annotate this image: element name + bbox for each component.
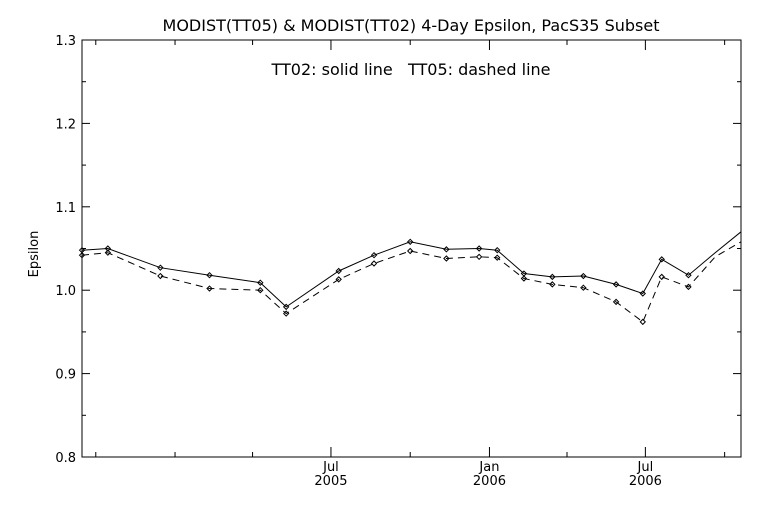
data-point-tt05 bbox=[520, 275, 528, 282]
data-point-tt02 bbox=[335, 267, 342, 275]
data-point-tt05 bbox=[78, 251, 86, 259]
data-point-tt02 bbox=[206, 271, 213, 279]
data-point-tt05 bbox=[580, 284, 587, 291]
data-point-tt02 bbox=[520, 270, 528, 277]
plot-frame bbox=[81, 39, 742, 458]
data-point-tt02 bbox=[549, 273, 556, 281]
data-point-tt05 bbox=[257, 286, 264, 294]
data-point-tt05 bbox=[612, 298, 620, 306]
series-line-tt05 bbox=[82, 241, 741, 323]
x-tick-label-month: Jul bbox=[322, 460, 339, 475]
data-point-tt02 bbox=[685, 271, 692, 279]
data-point-tt05 bbox=[549, 281, 556, 288]
y-tick-label: 1.0 bbox=[55, 284, 76, 299]
data-point-tt05 bbox=[639, 318, 647, 326]
data-point-tt05 bbox=[335, 276, 342, 283]
data-point-tt02 bbox=[78, 246, 86, 254]
data-point-tt02 bbox=[494, 246, 501, 254]
data-point-tt02 bbox=[370, 251, 378, 259]
data-point-tt02 bbox=[104, 245, 112, 252]
data-point-tt02 bbox=[157, 264, 164, 271]
chart-title: MODIST(TT05) & MODIST(TT02) 4-Day Epsilo… bbox=[163, 16, 660, 35]
x-tick-label-year: 2006 bbox=[473, 474, 506, 489]
data-point-tt02 bbox=[443, 246, 450, 253]
data-point-tt05 bbox=[658, 273, 665, 281]
chart-annotation: TT02: solid line TT05: dashed line bbox=[271, 60, 551, 79]
data-point-tt02 bbox=[580, 272, 587, 280]
x-tick-label-year: 2005 bbox=[314, 474, 347, 489]
data-point-tt02 bbox=[658, 256, 665, 263]
series-line-tt02 bbox=[82, 231, 741, 308]
data-point-tt05 bbox=[370, 260, 378, 267]
x-tick-label-year: 2006 bbox=[629, 474, 662, 489]
data-point-tt05 bbox=[685, 283, 692, 291]
data-point-tt05 bbox=[206, 285, 213, 292]
data-point-tt05 bbox=[104, 249, 112, 256]
x-tick-label-month: Jul bbox=[637, 460, 654, 475]
data-point-tt02 bbox=[257, 279, 264, 286]
data-point-tt05 bbox=[282, 310, 290, 317]
y-tick-label: 0.9 bbox=[55, 368, 76, 383]
data-point-tt05 bbox=[407, 247, 414, 255]
y-tick-label: 1.3 bbox=[55, 34, 76, 49]
y-tick-label: 1.1 bbox=[55, 201, 76, 216]
data-point-tt05 bbox=[443, 255, 450, 262]
data-point-tt02 bbox=[475, 245, 483, 252]
x-tick-label-month: Jan bbox=[478, 460, 499, 475]
data-point-tt05 bbox=[157, 272, 164, 280]
data-point-tt05 bbox=[494, 254, 501, 261]
y-axis-label: Epsilon bbox=[27, 231, 42, 278]
data-point-tt02 bbox=[639, 290, 647, 297]
data-point-tt02 bbox=[612, 281, 620, 288]
y-tick-label: 0.8 bbox=[55, 451, 76, 466]
data-point-tt02 bbox=[407, 238, 414, 246]
data-point-tt02 bbox=[282, 303, 290, 311]
data-point-tt05 bbox=[475, 253, 483, 261]
y-tick-label: 1.2 bbox=[55, 117, 76, 132]
